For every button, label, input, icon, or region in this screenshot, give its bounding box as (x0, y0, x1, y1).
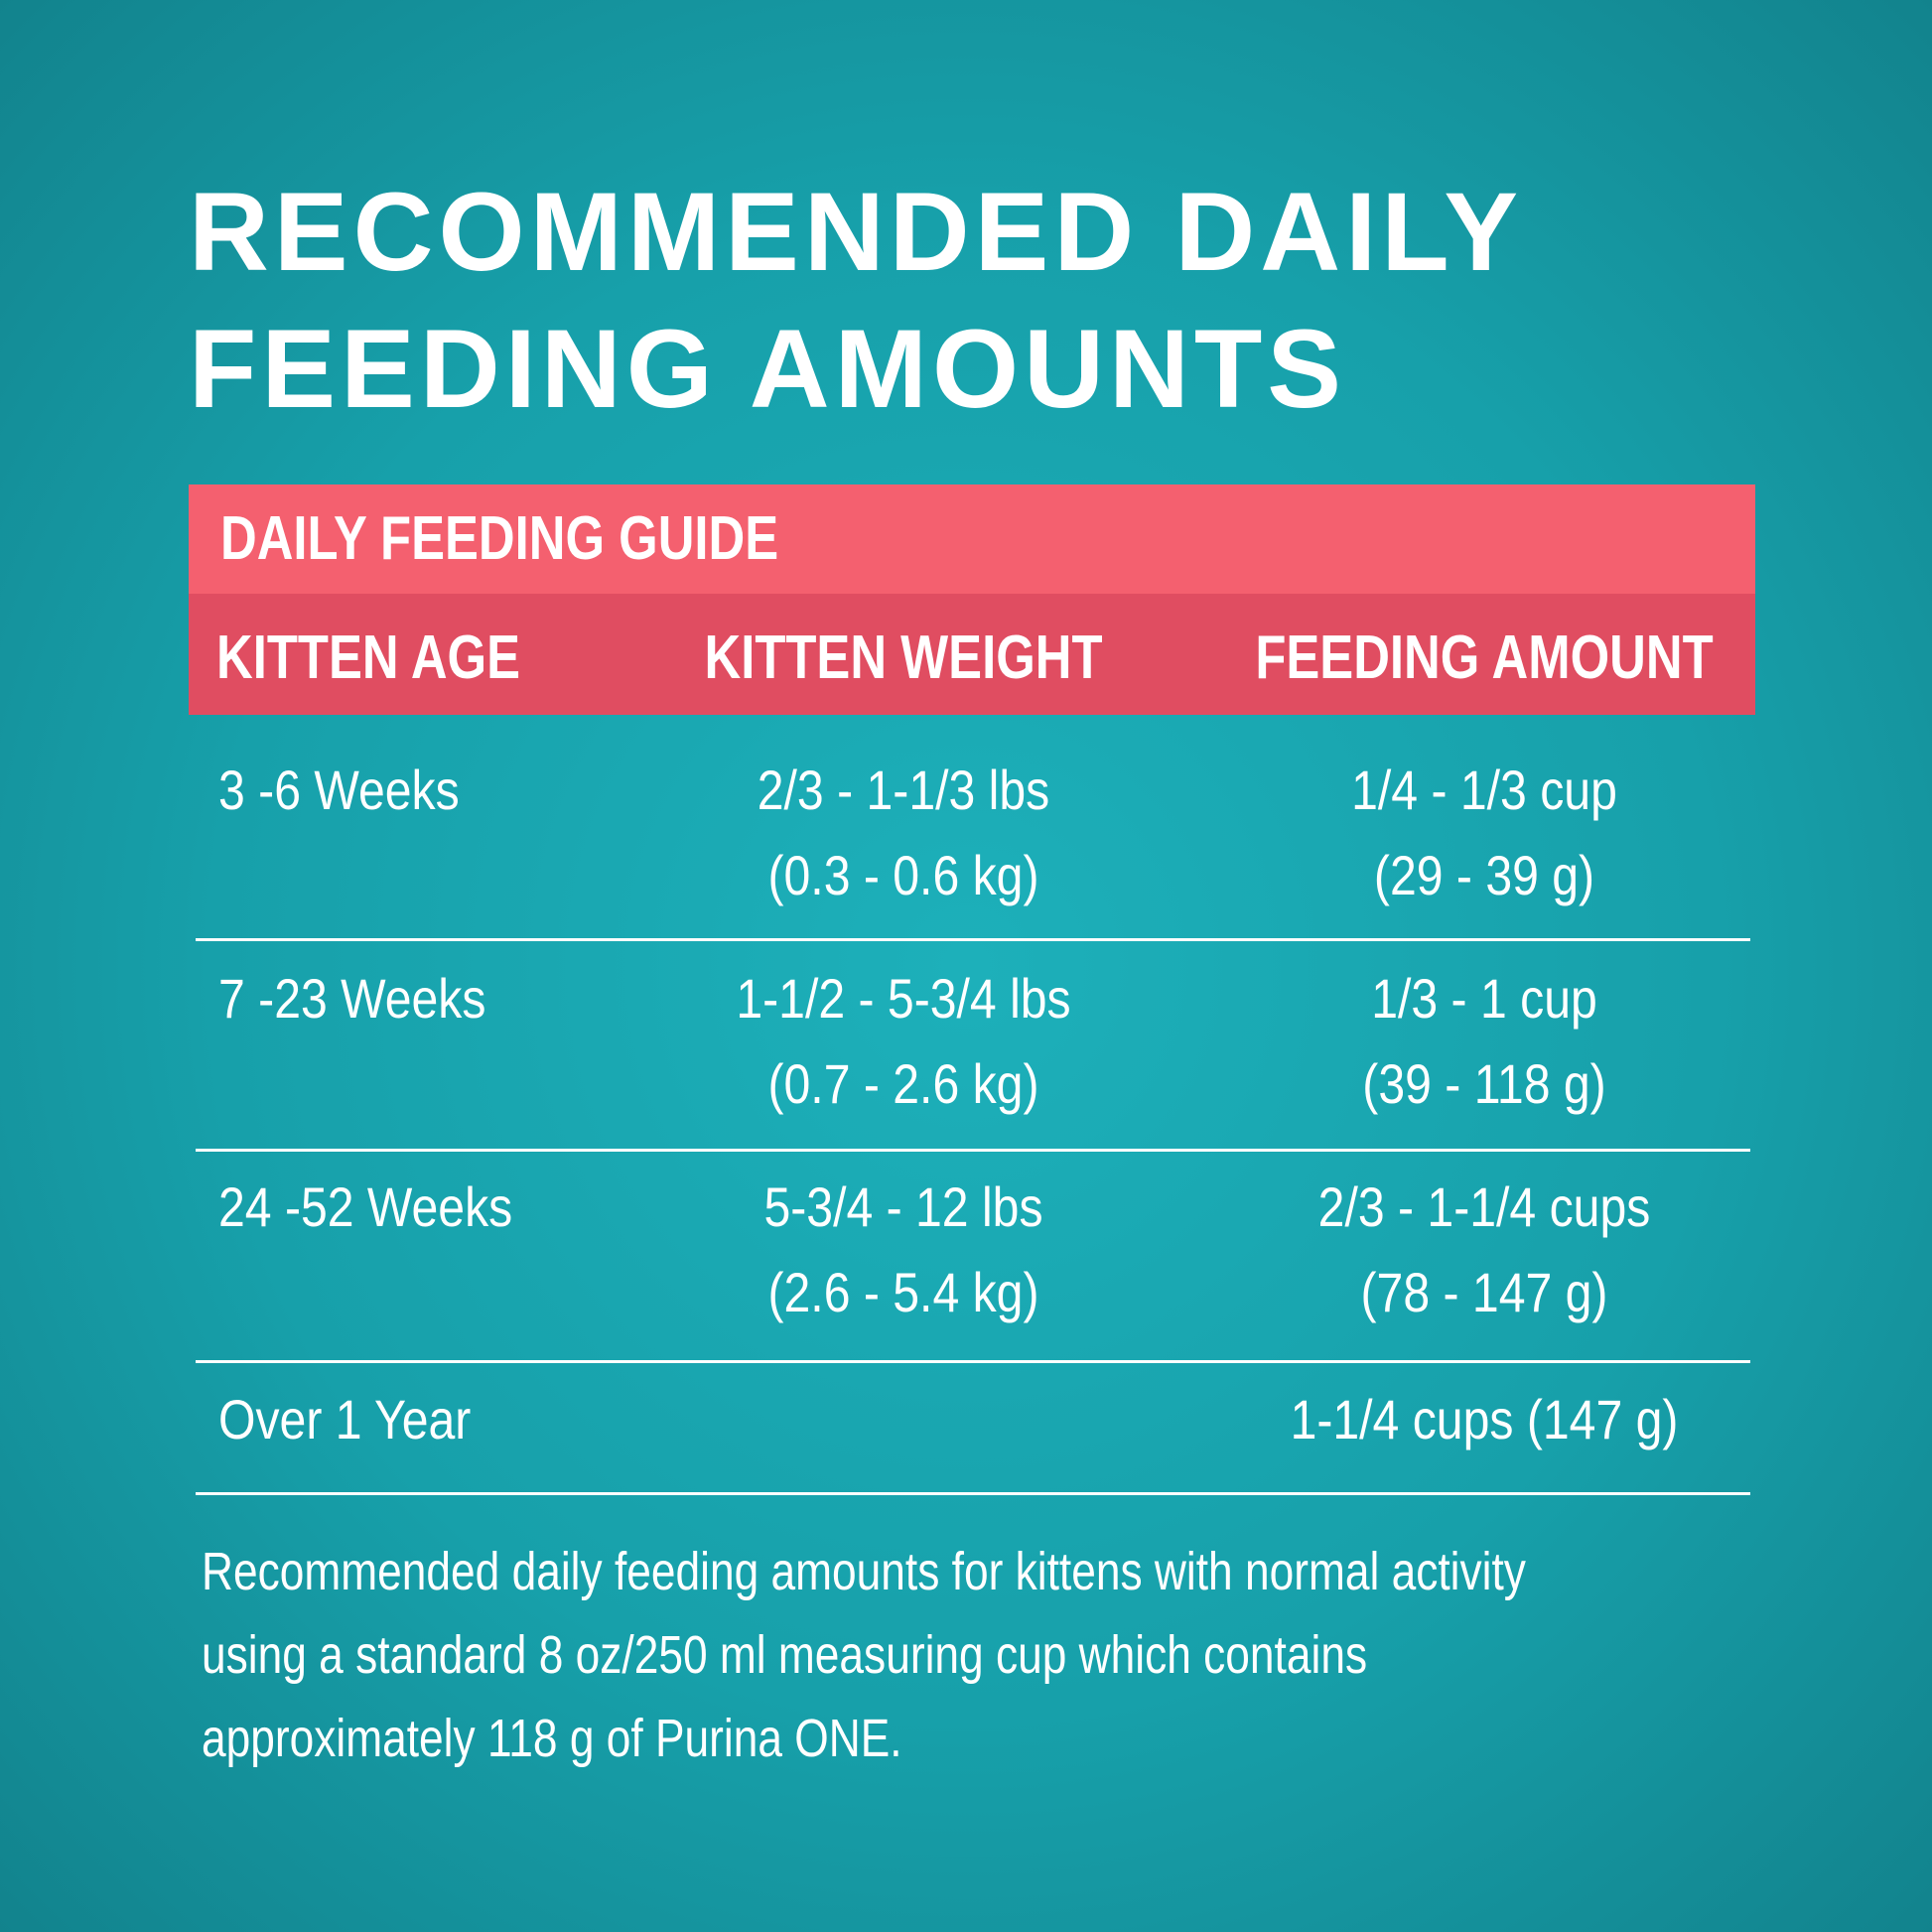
cell-weight: (0.7 - 2.6 kg) (767, 1052, 1039, 1115)
row-divider (196, 938, 1750, 941)
note-line: Recommended daily feeding amounts for ki… (202, 1542, 1526, 1601)
cell-age: 24 -52 Weeks (218, 1175, 513, 1238)
cell-age: 3 -6 Weeks (218, 759, 460, 821)
table-header-band (189, 594, 1755, 715)
row-divider (196, 1492, 1750, 1495)
cell-weight: 2/3 - 1-1/3 lbs (757, 759, 1050, 821)
cell-age: 7 -23 Weeks (218, 967, 486, 1030)
row-divider (196, 1149, 1750, 1152)
cell-amount: (78 - 147 g) (1360, 1261, 1608, 1323)
title-line: RECOMMENDED DAILY (189, 170, 1524, 294)
cell-amount: 2/3 - 1-1/4 cups (1317, 1175, 1651, 1238)
note-line: using a standard 8 oz/250 ml measuring c… (202, 1625, 1368, 1685)
table-title: DAILY FEEDING GUIDE (220, 504, 779, 573)
table-title-band (189, 484, 1755, 594)
cell-age: Over 1 Year (218, 1388, 472, 1450)
column-header: FEEDING AMOUNT (1255, 623, 1714, 692)
cell-amount: (39 - 118 g) (1362, 1052, 1606, 1115)
column-header: KITTEN WEIGHT (704, 623, 1103, 692)
note-line: approximately 118 g of Purina ONE. (202, 1709, 902, 1768)
cell-weight: 1-1/2 - 5-3/4 lbs (736, 967, 1071, 1030)
cell-weight: (2.6 - 5.4 kg) (767, 1261, 1039, 1323)
cell-weight: (0.3 - 0.6 kg) (767, 844, 1039, 906)
row-divider (196, 1360, 1750, 1363)
column-header: KITTEN AGE (216, 623, 520, 692)
cell-amount: 1-1/4 cups (147 g) (1290, 1388, 1679, 1450)
title-line: FEEDING AMOUNTS (189, 307, 1346, 431)
cell-amount: 1/4 - 1/3 cup (1351, 759, 1617, 821)
cell-amount: 1/3 - 1 cup (1371, 967, 1597, 1030)
cell-weight: 5-3/4 - 12 lbs (763, 1175, 1043, 1238)
cell-amount: (29 - 39 g) (1373, 844, 1595, 906)
